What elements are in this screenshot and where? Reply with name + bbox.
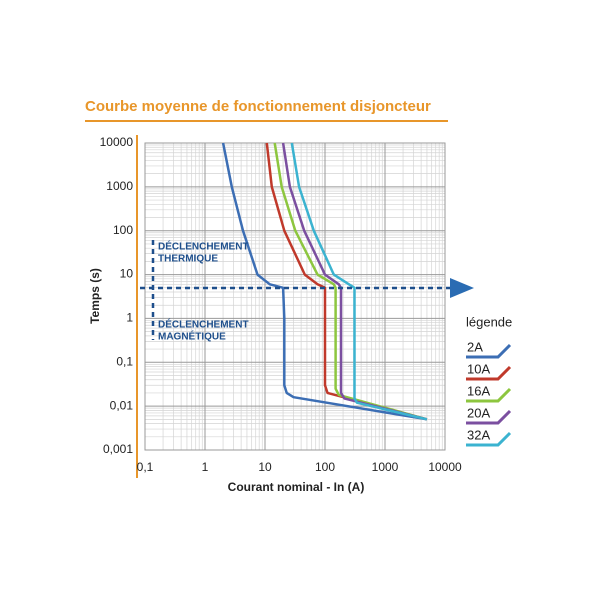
series-line	[265, 142, 428, 421]
y-axis-label: Temps (s)	[88, 268, 102, 324]
y-tick-label: 1000	[106, 179, 133, 193]
y-tick-label: 10	[120, 267, 134, 281]
y-tick-label: 100	[113, 223, 133, 237]
legend-swatch	[466, 343, 512, 359]
annotation: DÉCLENCHEMENT	[158, 240, 249, 253]
x-tick-label: 1000	[372, 460, 399, 474]
legend-label: 16A	[467, 383, 490, 398]
annotation: DÉCLENCHEMENT	[158, 318, 249, 331]
legend-swatch	[466, 431, 512, 447]
series-line	[281, 142, 428, 421]
annotation: THERMIQUE	[158, 254, 218, 265]
legend-label: 32A	[467, 427, 490, 442]
x-axis-label: Courant nominal - In (A)	[228, 480, 365, 494]
chart-title: Courbe moyenne de fonctionnement disjonc…	[85, 98, 431, 115]
legend-swatch	[466, 365, 512, 381]
x-tick-label: 1	[202, 460, 209, 474]
legend-swatch	[466, 409, 512, 425]
x-tick-label: 10	[258, 460, 272, 474]
plot-area	[144, 142, 446, 451]
legend-title: légende	[466, 314, 512, 329]
legend-swatch	[466, 387, 512, 403]
x-tick-label: 0,1	[137, 460, 154, 474]
y-tick-label: 0,1	[116, 354, 133, 368]
y-tick-label: 0,001	[103, 442, 133, 456]
legend-label: 2A	[467, 339, 483, 354]
series-line	[273, 142, 428, 421]
x-tick-label: 10000	[428, 460, 462, 474]
y-tick-label: 0,01	[110, 398, 134, 412]
series-line	[290, 142, 428, 421]
y-tick-label: 10000	[100, 135, 134, 149]
arrow-head	[450, 278, 474, 298]
series-line	[221, 142, 428, 421]
x-tick-label: 100	[315, 460, 335, 474]
y-tick-label: 1	[126, 311, 133, 325]
legend-label: 20A	[467, 405, 490, 420]
annotation: MAGNÉTIQUE	[158, 330, 226, 343]
legend-label: 10A	[467, 361, 490, 376]
